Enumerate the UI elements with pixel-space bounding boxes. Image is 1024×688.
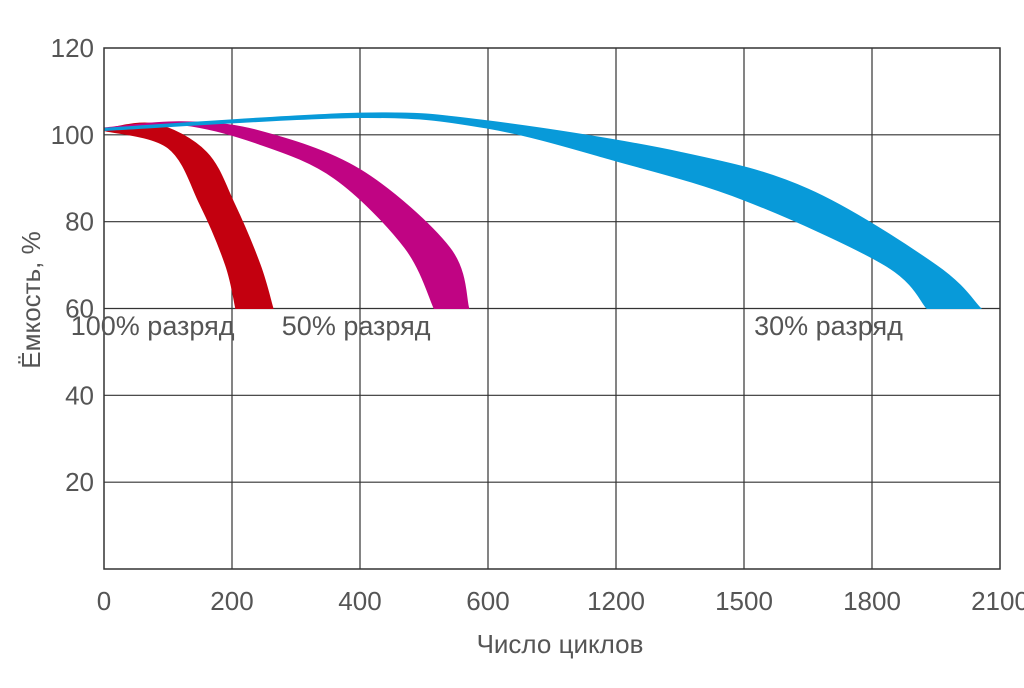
- y-tick-label: 60: [65, 294, 94, 324]
- x-axis-title: Число циклов: [477, 629, 644, 659]
- series-band-3: [103, 112, 983, 309]
- x-tick-label: 1200: [587, 586, 645, 616]
- x-tick-label: 1500: [715, 586, 773, 616]
- y-axis-title: Ёмкость, %: [16, 231, 46, 368]
- series-label-3: 30% разряд: [754, 311, 903, 341]
- plot-frame: [103, 47, 1001, 570]
- x-tick-label: 0: [97, 586, 111, 616]
- series-bands: [103, 112, 983, 309]
- x-tick-label: 2100: [971, 586, 1024, 616]
- series-label-1: 100% разряд: [71, 311, 235, 341]
- plot-border: [103, 47, 1001, 570]
- series-label-2: 50% разряд: [282, 311, 431, 341]
- y-tick-label: 20: [65, 467, 94, 497]
- series-band-2: [103, 121, 470, 309]
- x-axis-ticks: 0 200 400 600 1200 1500 1800 2100: [97, 586, 1024, 616]
- x-tick-label: 1800: [843, 586, 901, 616]
- y-tick-label: 80: [65, 207, 94, 237]
- x-tick-label: 400: [338, 586, 381, 616]
- x-tick-label: 200: [210, 586, 253, 616]
- y-tick-label: 40: [65, 380, 94, 410]
- y-axis-ticks: 20 40 60 80 100 120: [51, 33, 94, 497]
- series-band-1: [103, 122, 274, 309]
- series-labels: 100% разряд 50% разряд 30% разряд: [71, 311, 903, 341]
- y-tick-label: 120: [51, 33, 94, 63]
- x-tick-label: 600: [466, 586, 509, 616]
- y-tick-label: 100: [51, 120, 94, 150]
